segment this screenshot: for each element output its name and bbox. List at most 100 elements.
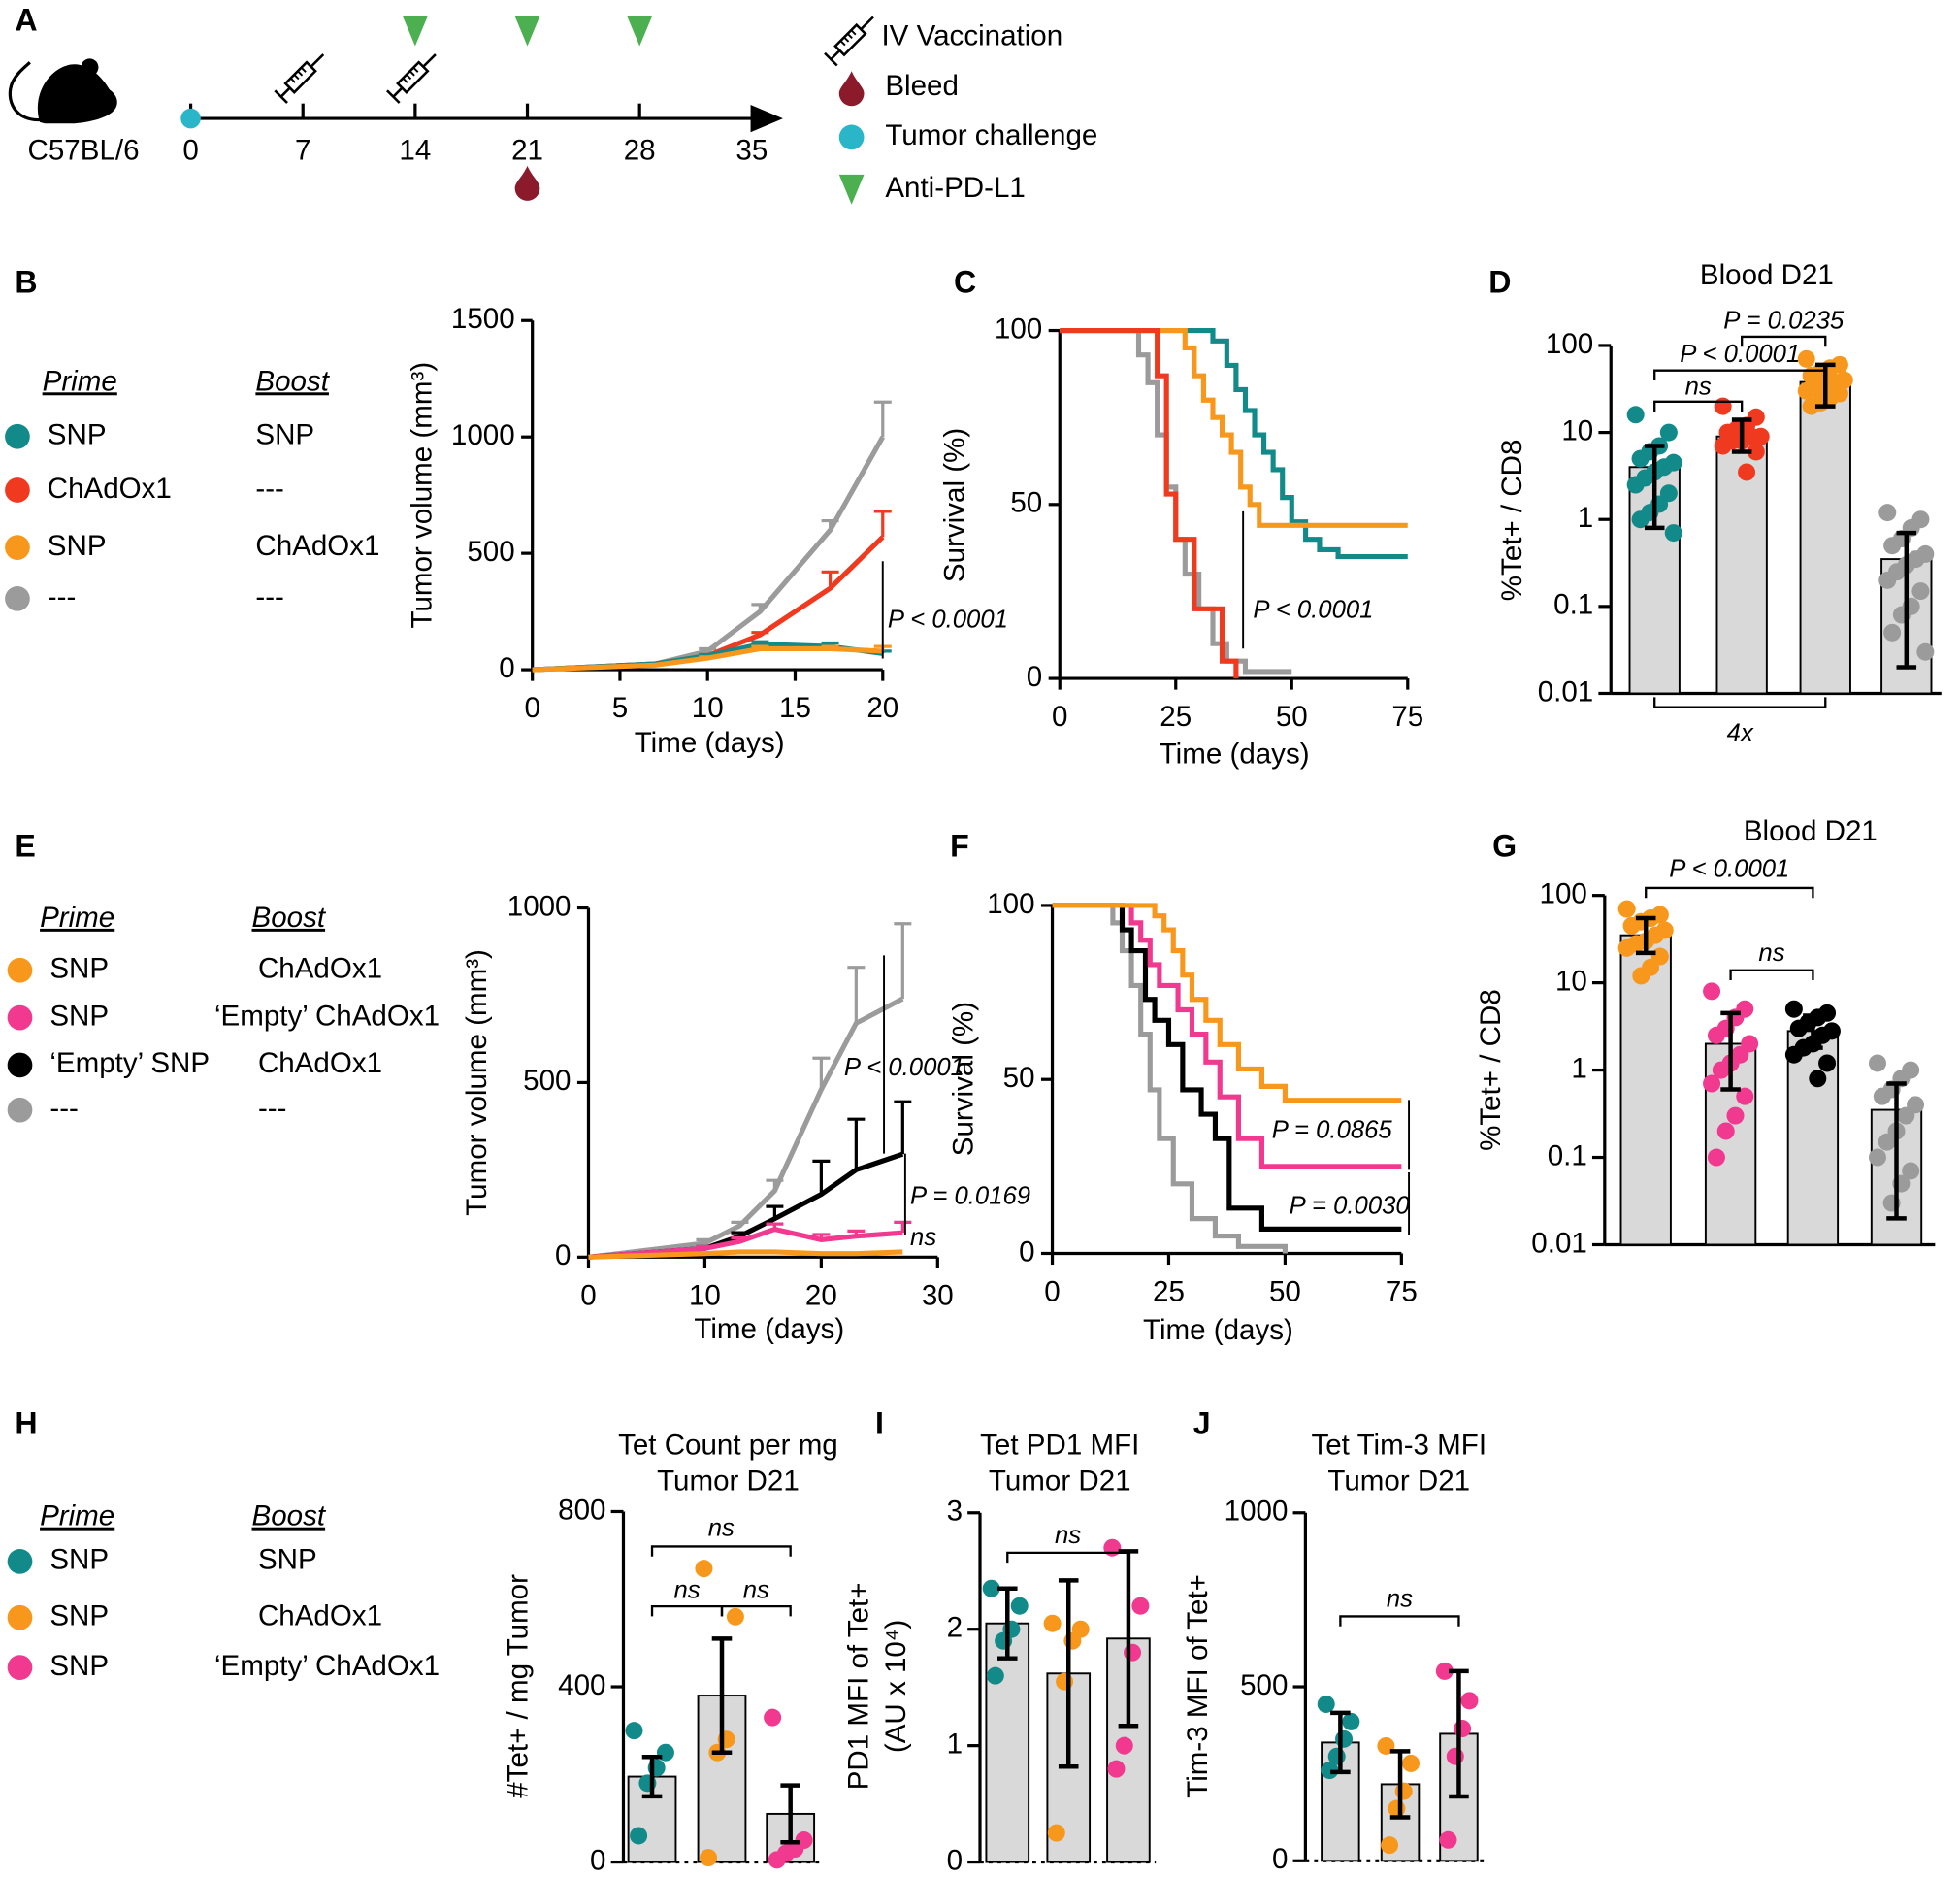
syringe-plunger [279,86,291,98]
data-point [700,1849,718,1867]
annotation: P < 0.0001 [888,607,1008,634]
data-point [1632,967,1650,985]
y-tick-label: 10 [1561,414,1593,446]
panel-label: I [875,1405,884,1440]
error-bar [1803,1013,1823,1050]
challenge-marker [180,108,201,129]
bar [985,1622,1030,1863]
legend-prime: ‘Empty’ SNP [49,1047,210,1079]
data-point [1883,537,1902,555]
data-point [1664,524,1682,543]
mouse-icon [37,64,117,124]
data-point [1659,423,1678,442]
syringe-plunger [830,49,841,61]
error-bar [847,1117,866,1170]
error-bar [766,1178,784,1191]
legend-prime: SNP [49,1650,109,1682]
error-bar [751,631,769,636]
data-point [1916,642,1935,661]
y-tick-label: 10 [1555,965,1587,997]
error-bar [1058,1578,1079,1769]
annotation: P < 0.0001 [844,1054,964,1081]
data-point [1107,1760,1126,1778]
survival-curve [1060,327,1239,679]
x-tick-label: 0 [1044,1275,1060,1307]
legend-boost: ‘Empty’ ChAdOx1 [214,1000,440,1032]
data-point [768,1851,786,1869]
error-bar [641,1755,663,1799]
annotation: ns [1387,1586,1413,1613]
legend-boost: SNP [258,1544,317,1576]
error-bar [731,1220,749,1226]
data-point [1784,1000,1803,1018]
x-axis-label: Time (days) [1160,739,1310,771]
data-point [1789,1019,1808,1037]
error-bar [1635,915,1656,956]
syringe-icon [386,53,437,104]
error-bar [1389,1749,1411,1820]
legend-prime: --- [48,581,77,613]
error-bar [894,1220,912,1234]
syringe-grad [850,29,857,36]
data-point [1818,1054,1837,1072]
data-point [1047,1824,1065,1842]
x-tick-label: 15 [779,692,811,724]
timeline-tick-label: 28 [624,135,656,167]
syringe-grad [839,40,846,47]
panel-label: J [1193,1405,1211,1440]
legend-boost: --- [255,581,284,613]
error-bar [821,644,839,649]
timeline-tick-label: 0 [182,135,198,167]
syringe-needle [860,16,874,31]
error-bar [699,655,717,659]
error-bar [1731,417,1752,454]
data-point [1439,1830,1457,1849]
data-point [1902,1162,1920,1180]
error-bar [821,518,839,531]
data-point [1626,406,1645,424]
data-point [1402,1754,1421,1772]
data-point [986,1666,1004,1685]
data-point [1043,1614,1062,1632]
significance-bracket [720,1604,792,1617]
y-tick-label: 0 [947,1844,963,1876]
legend-dot [5,585,30,611]
syringe-grad [289,77,296,83]
y-tick-label: 500 [467,536,514,568]
syringe-grad [293,74,300,81]
y-tick-label: 100 [1540,877,1587,909]
survival-curve [1060,327,1408,560]
y-tick-label: 0 [555,1239,571,1271]
error-bar [696,1237,714,1243]
y-tick-label: 0 [1019,1235,1034,1268]
legend-dot [7,1655,33,1680]
error-bar [1896,530,1917,670]
legend-boost: ChAdOx1 [255,530,379,562]
legend-header: Prime [40,1500,114,1532]
annotation: ns [708,1514,735,1541]
legend-boost: ChAdOx1 [258,1047,382,1079]
legend-dot [7,1004,33,1031]
data-point [1131,1597,1150,1615]
y-tick-label: 800 [558,1494,605,1526]
x-tick-label: 0 [524,692,539,724]
x-tick-label: 20 [866,692,898,724]
triangle [838,174,865,205]
y-tick-label: 0 [1272,1843,1288,1875]
data-point [1703,982,1721,1001]
panel-label: A [15,3,37,38]
error-bar [996,1586,1018,1661]
data-point [726,1607,744,1626]
legend-dot [7,1549,33,1574]
data-point [1622,916,1641,935]
y-tick-label: 100 [987,888,1034,920]
syringe-handle [274,89,288,104]
data-point [1454,1720,1472,1738]
data-point [630,1827,648,1845]
error-bar [1720,1010,1741,1092]
y-tick-label: 0.01 [1538,675,1594,708]
annotation: P = 0.0865 [1272,1116,1393,1143]
significance-bracket [1006,1551,1130,1564]
